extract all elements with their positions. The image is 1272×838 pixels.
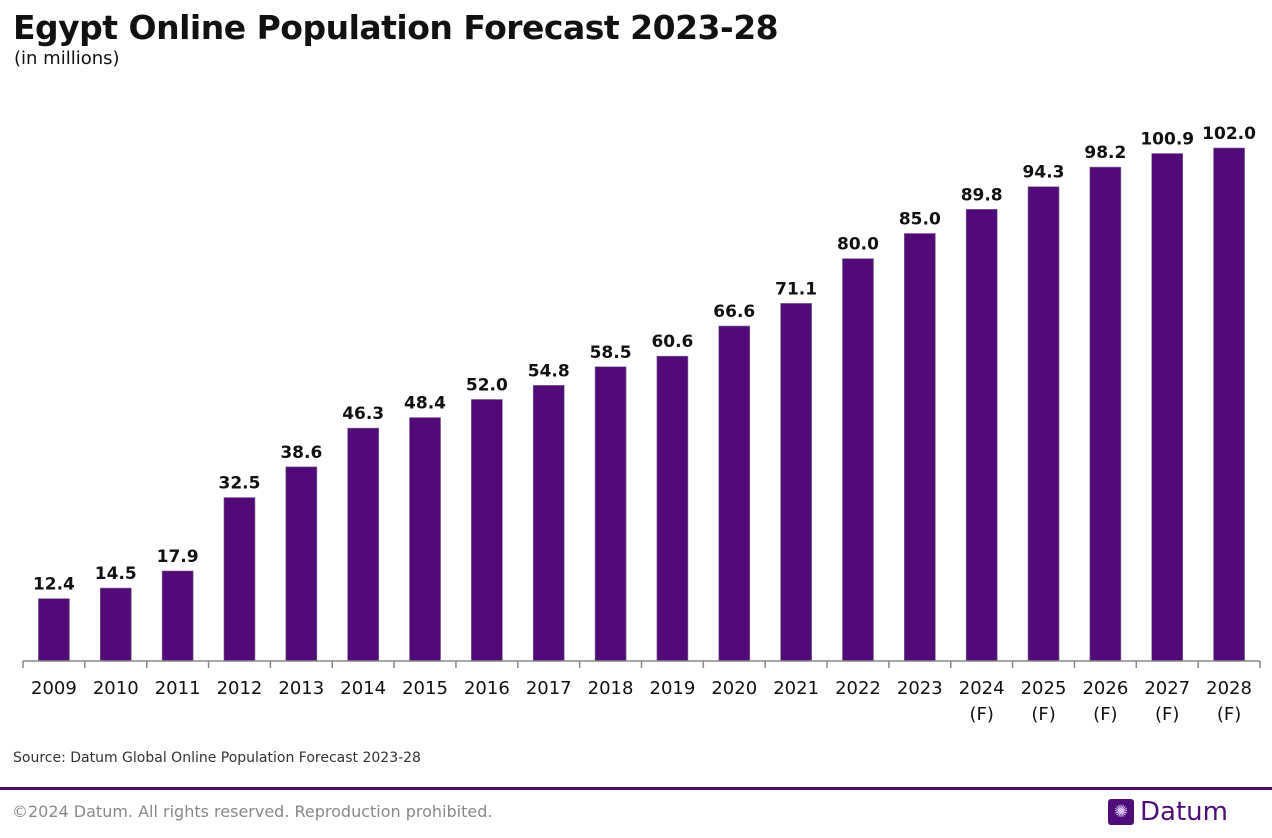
data-label: 98.2 — [1084, 143, 1126, 163]
chart-title: Egypt Online Population Forecast 2023-28 — [13, 8, 779, 47]
source-note: Source: Datum Global Online Population F… — [13, 750, 421, 766]
footer-divider — [0, 787, 1272, 790]
x-tick-label: 2011 — [155, 678, 201, 699]
data-label: 71.1 — [775, 279, 817, 299]
bar — [285, 466, 318, 662]
data-label: 89.8 — [961, 185, 1003, 205]
bar — [1213, 147, 1245, 662]
data-label: 58.5 — [590, 343, 632, 363]
x-tick-label: 2023 — [897, 678, 943, 699]
bar — [904, 233, 936, 662]
bar — [656, 355, 689, 662]
data-label: 32.5 — [218, 474, 260, 494]
x-tick-label: 2019 — [650, 678, 696, 699]
data-label: 46.3 — [342, 404, 384, 424]
x-tick-label: 2016 — [464, 678, 510, 699]
data-label: 100.9 — [1140, 130, 1194, 150]
x-tick-label: 2013 — [278, 678, 324, 699]
chart-subtitle: (in millions) — [14, 48, 120, 69]
copyright-text: ©2024 Datum. All rights reserved. Reprod… — [12, 802, 493, 821]
x-tick-label: 2020 — [711, 678, 757, 699]
globe-network-icon: ✺ — [1108, 799, 1134, 825]
data-label: 14.5 — [95, 564, 137, 584]
bar — [99, 587, 132, 662]
bar-chart: 12.4 2009 14.5 2010 17.9 2011 32.5 2012 38.6 2013… — [22, 124, 1261, 725]
bar — [532, 385, 565, 662]
x-tick-label: 2015 — [402, 678, 448, 699]
bar — [1089, 166, 1122, 662]
data-label: 85.0 — [899, 210, 941, 230]
x-tick-label: 2017 — [526, 678, 572, 699]
x-tick-label: 2025 (F) — [1021, 678, 1067, 725]
bar — [780, 303, 812, 662]
data-label: 66.6 — [713, 302, 755, 322]
x-tick-label: 2024 (F) — [959, 678, 1005, 725]
data-label: 12.4 — [33, 575, 75, 595]
bar — [842, 258, 874, 662]
x-tick-label: 2027 (F) — [1144, 678, 1190, 725]
bar — [471, 399, 503, 662]
x-tick-label: 2021 — [773, 678, 819, 699]
x-tick-label: 2012 — [217, 678, 263, 699]
data-label: 48.4 — [404, 394, 446, 414]
data-label: 60.6 — [651, 332, 693, 352]
bar — [718, 325, 751, 662]
x-tick-label: 2026 (F) — [1082, 678, 1128, 725]
x-tick-label: 2028 (F) — [1206, 678, 1252, 725]
x-tick-label: 2010 — [93, 678, 139, 699]
datum-logo: ✺ Datum — [1108, 797, 1228, 827]
bar — [347, 427, 379, 662]
data-label: 54.8 — [528, 361, 570, 381]
bar — [409, 417, 441, 662]
bar — [161, 570, 194, 662]
data-label: 38.6 — [280, 443, 322, 463]
data-label: 80.0 — [837, 235, 879, 255]
bar — [223, 497, 256, 662]
x-tick-label: 2014 — [340, 678, 386, 699]
bar — [1151, 153, 1184, 662]
bar — [38, 598, 70, 662]
logo-text: Datum — [1140, 797, 1228, 827]
data-label: 94.3 — [1023, 163, 1065, 183]
data-label: 17.9 — [157, 547, 199, 567]
bar — [594, 366, 627, 662]
bar — [965, 209, 998, 662]
x-tick-label: 2022 — [835, 678, 881, 699]
x-tick-label: 2018 — [588, 678, 634, 699]
data-label: 52.0 — [466, 375, 508, 395]
data-label: 102.0 — [1202, 124, 1256, 144]
x-tick-label: 2009 — [31, 678, 77, 699]
bar — [1027, 186, 1060, 662]
